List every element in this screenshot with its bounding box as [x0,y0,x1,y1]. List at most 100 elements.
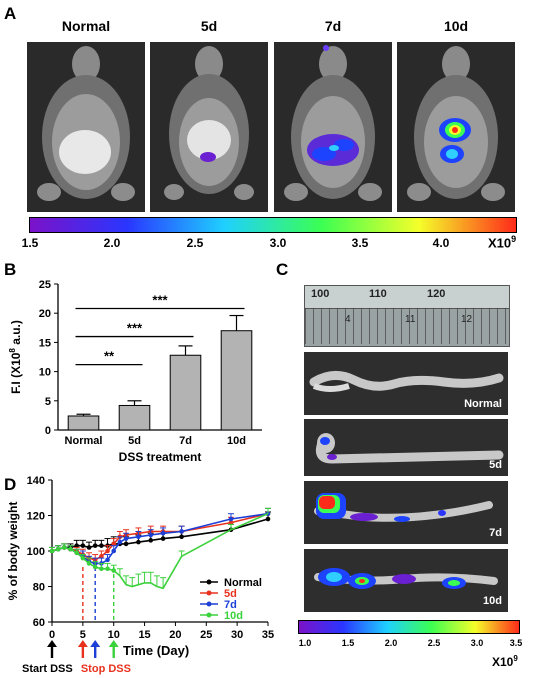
panel-a-label-5d: 5d [150,18,268,34]
y-tick-label-d: 60 [33,617,45,629]
x-tick-label-d: 0 [49,629,55,641]
colon-label-7d: 7d [489,527,502,539]
point-7d [118,540,123,545]
point-10d [50,549,55,554]
line-chart-d: 60 80 100 120 140 0 5 10 15 20 25 30 35 % of body wei… [0,470,290,678]
ruler-number: 11 [405,314,415,325]
colorbar-c-tick: 2.0 [376,638,406,648]
colorbar-c-tick: 1.5 [333,638,363,648]
y-tick-label-d: 120 [27,511,45,523]
bar-chart-b: 0510152025Normal 5d 7d 10dDSS treatmentF.I … [0,270,270,470]
point-7d [136,535,141,540]
point-7d [111,549,116,554]
x-tick-label-b: 7d [179,435,192,447]
colorbar-c-tick: 1.0 [290,638,320,648]
panel-c-colorbar [298,620,520,634]
y-tick-label-b: 10 [39,367,51,379]
point-7d [124,536,129,541]
mouse-image-normal [27,42,145,212]
x-axis-label-b: DSS treatment [119,450,202,464]
point-7d [105,558,110,563]
mouse-image-5d [150,42,268,212]
legend-marker-Normal [207,580,212,585]
point-7d [161,531,166,536]
point-10d [74,550,79,555]
panel-a-label-10d: 10d [397,18,515,34]
colorbar-a-tick: 2.0 [92,236,132,250]
point-10d [111,568,116,573]
ruler-number: 4 [345,314,351,325]
x-tick-label-b: 10d [227,435,246,447]
colorbar-a-tick: 3.0 [258,236,298,250]
point-10d [81,556,86,561]
colon-image-normal: Normal [304,352,508,415]
point-Normal [99,543,104,548]
y-axis-label-d: % of body weight [6,502,20,601]
point-10d [62,545,67,550]
x-tick-label-d: 30 [231,629,243,641]
significance-label: *** [127,321,143,336]
colorbar-a-tick: 2.5 [175,236,215,250]
ruler-number: 110 [369,288,387,300]
point-Normal [266,517,271,522]
legend-marker-7d [207,602,212,607]
legend-marker-5d [207,591,212,596]
point-Normal [148,538,153,543]
colorbar-c-tick: 2.5 [419,638,449,648]
y-tick-label-b: 0 [45,425,51,437]
colorbar-a-tick: 3.5 [340,236,380,250]
ruler-number: 120 [427,288,445,300]
colorbar-a-unit: X109 [488,234,516,250]
point-Normal [93,543,98,548]
point-10d [68,547,73,552]
x-tick-label-b: 5d [128,435,141,447]
y-tick-label-b: 15 [39,337,51,349]
annotation-stop-dss: Stop DSS [81,663,131,675]
colon-image-5d: 5d [304,419,508,476]
legend-marker-10d [207,613,212,618]
x-tick-label-d: 10 [108,629,120,641]
point-10d [56,547,61,552]
colorbar-c-unit: X109 [492,654,518,669]
point-Normal [124,542,129,547]
bar-Normal [68,416,99,430]
x-tick-label-b: Normal [65,435,103,447]
legend-label-10d: 10d [224,610,243,622]
point-10d [93,565,98,570]
x-tick-label-d: 35 [262,629,274,641]
arrow-head-start [47,640,57,647]
annotation-start-dss: Start DSS [22,663,73,675]
colorbar-c-tick: 3.5 [501,638,531,648]
point-10d [87,561,92,566]
colon-label-10d: 10d [483,595,502,607]
point-10d [99,566,104,571]
point-Normal [179,535,184,540]
mouse-image-10d [397,42,515,212]
colorbar-a-tick: 4.0 [421,236,461,250]
x-tick-label-d: 20 [169,629,181,641]
arrow-head-stop-7d [90,640,100,647]
point-7d [229,517,234,522]
colon-image-7d: 7d [304,481,508,544]
x-tick-label-d: 25 [200,629,212,641]
significance-label: *** [152,293,168,308]
bar-5d [119,405,150,430]
y-tick-label-d: 80 [33,582,45,594]
colorbar-c-tick: 3.0 [462,638,492,648]
panel-a-label-7d: 7d [274,18,392,34]
arrow-head-stop-10d [109,640,119,647]
point-Normal [161,536,166,541]
panel-a-label-normal: Normal [27,18,145,34]
point-Normal [87,545,92,550]
colon-label-normal: Normal [464,398,502,410]
x-tick-label-d: 5 [80,629,86,641]
point-Normal [81,543,86,548]
point-7d [148,533,153,538]
y-axis-label-b: F.I (X108 a.u.) [8,320,23,394]
y-tick-label-b: 20 [39,308,51,320]
significance-label: ** [104,349,115,364]
point-10d [105,566,110,571]
panel-c-letter: C [276,260,288,280]
panel-a-letter: A [4,4,16,24]
ruler-number: 100 [311,288,329,300]
